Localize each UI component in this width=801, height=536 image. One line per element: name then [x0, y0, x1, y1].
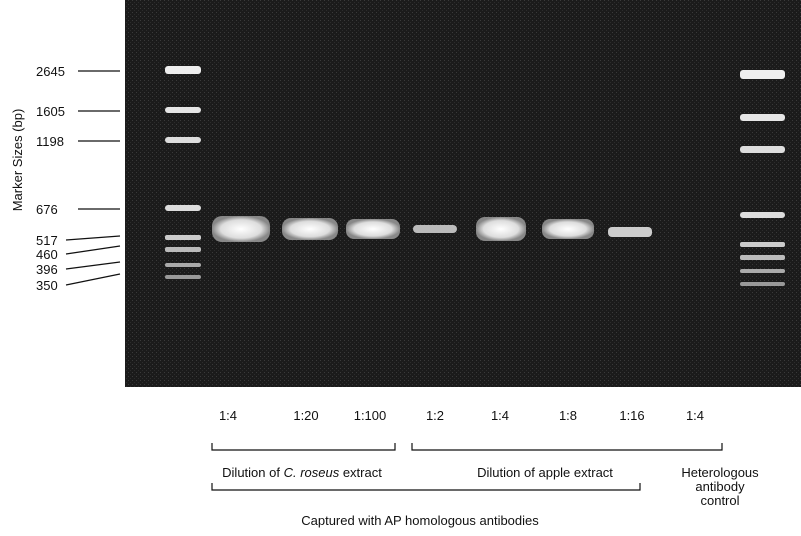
lane-label: 1:4: [491, 408, 509, 423]
group-label-line: Heterologous: [681, 465, 759, 480]
group-label-line: control: [700, 493, 739, 508]
group-label-part: Dilution of apple extract: [477, 465, 613, 480]
marker-label: 396: [36, 262, 58, 277]
marker-line: [65, 235, 121, 241]
group-label-line: antibody: [695, 479, 745, 494]
marker-line: [65, 261, 121, 270]
group-label: Dilution of C. roseus extract: [222, 465, 382, 480]
group-label-part: Dilution of: [222, 465, 283, 480]
marker-line: [65, 245, 121, 255]
group-label-part: extract: [339, 465, 382, 480]
axis-label: Marker Sizes (bp): [10, 109, 25, 212]
bands: [165, 66, 785, 286]
marker-label: 676: [36, 202, 58, 217]
marker-label: 2645: [36, 64, 65, 79]
marker-label: 517: [36, 233, 58, 248]
group-label-part: C. roseus: [284, 465, 340, 480]
brackets: [211, 443, 723, 491]
marker-label: 460: [36, 247, 58, 262]
lane-label: 1:100: [354, 408, 387, 423]
group-label: Dilution of apple extract: [477, 465, 613, 480]
lane-label: 1:8: [559, 408, 577, 423]
marker-label: 1198: [36, 134, 64, 149]
gel: [125, 0, 801, 387]
caption: Captured with AP homologous antibodies: [301, 513, 539, 528]
lane-label: 1:2: [426, 408, 444, 423]
marker-label: 350: [36, 278, 58, 293]
lane-label: 1:4: [686, 408, 704, 423]
lane-label: 1:20: [293, 408, 318, 423]
marker-label: 1605: [36, 104, 65, 119]
lane-label: 1:4: [219, 408, 237, 423]
lane-label: 1:16: [619, 408, 644, 423]
marker-line: [65, 273, 121, 286]
